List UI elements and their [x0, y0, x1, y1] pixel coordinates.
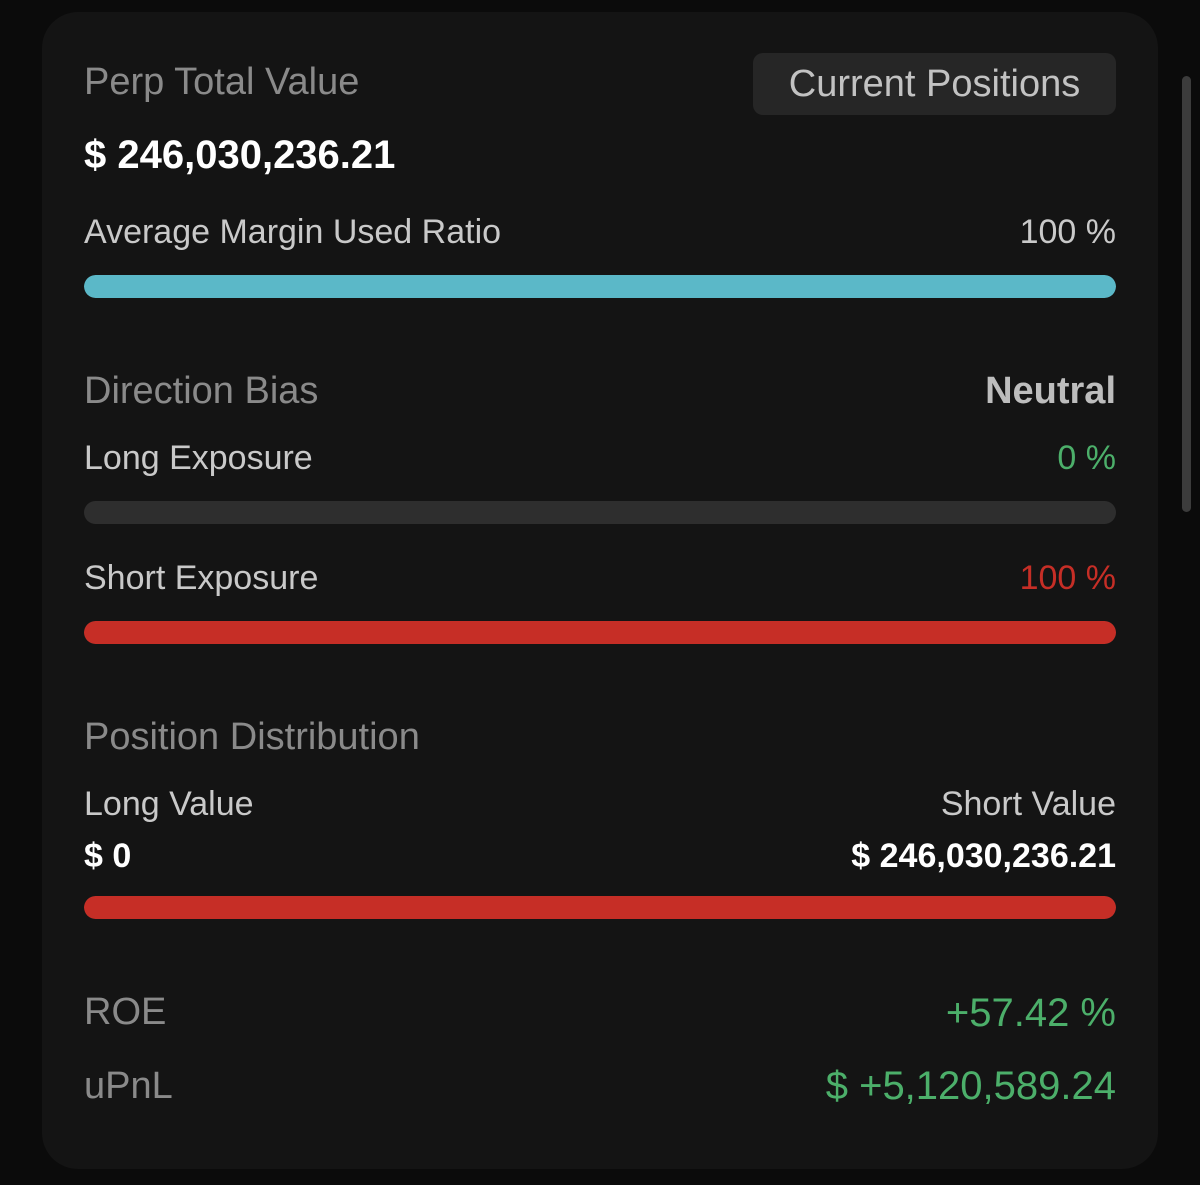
long-exposure-label: Long Exposure [84, 439, 313, 477]
scrollbar[interactable] [1182, 76, 1191, 512]
short-value-label: Short Value [940, 785, 1116, 823]
perp-total-value-title: Perp Total Value [84, 61, 360, 103]
roe-value: +57.42 % [945, 991, 1116, 1035]
total-value: $ 246,030,236.21 [84, 133, 396, 177]
short-exposure-bar-fill [84, 621, 1116, 644]
direction-bias-title: Direction Bias [84, 370, 319, 412]
long-value-label: Long Value [84, 785, 254, 823]
margin-ratio-bar-fill [84, 275, 1116, 298]
short-value: $ 246,030,236.21 [851, 837, 1116, 875]
upnl-value: $ +5,120,589.24 [825, 1064, 1116, 1108]
long-exposure-bar [84, 501, 1116, 524]
margin-ratio-value: 100 % [1019, 213, 1116, 251]
margin-ratio-bar [84, 275, 1116, 298]
perp-summary-card [42, 12, 1158, 1169]
roe-label: ROE [84, 991, 167, 1033]
margin-ratio-label: Average Margin Used Ratio [84, 213, 502, 251]
long-value: $ 0 [84, 837, 132, 875]
position-distribution-title: Position Distribution [84, 716, 420, 758]
current-positions-button[interactable]: Current Positions [753, 53, 1116, 115]
short-exposure-label: Short Exposure [84, 559, 319, 597]
short-exposure-value: 100 % [1019, 559, 1116, 597]
distribution-bar [84, 896, 1116, 919]
long-exposure-value: 0 % [1057, 439, 1116, 477]
direction-bias-value: Neutral [985, 370, 1116, 412]
distribution-bar-fill [84, 896, 1116, 919]
short-exposure-bar [84, 621, 1116, 644]
upnl-label: uPnL [84, 1065, 173, 1107]
